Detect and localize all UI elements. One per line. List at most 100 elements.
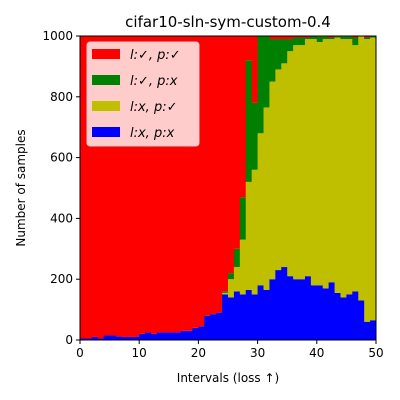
bar-segment [239,239,247,295]
bar-segment [263,36,270,108]
bar-segment [304,276,312,340]
x-tick-label: 40 [309,346,324,360]
bar-segment [310,39,318,286]
bar-segment [304,36,312,38]
bar-segment [257,36,264,134]
legend-box [86,41,200,147]
bar-segment [186,330,193,340]
bar-segment [192,36,199,328]
bar-segment [233,291,241,340]
bar-segment [322,288,330,340]
bar-segment [121,336,128,340]
bar-segment [269,36,276,40]
bar-segment [269,279,276,340]
legend-swatch [92,101,120,111]
bar-segment [204,315,211,340]
bar-segment [328,282,335,340]
bar-segment [275,39,282,70]
bar-segment [127,336,134,340]
bar-segment [275,36,282,40]
legend-label: l:x, p:x [130,126,175,141]
bar-segment [263,289,270,340]
bar-segment [370,37,377,321]
x-tick-label: 10 [132,346,147,360]
bar-segment [156,332,164,340]
bar-segment [180,36,187,331]
bar-segment [139,333,146,340]
bar-segment [370,36,377,38]
bar-segment [281,36,288,40]
bar-segment [133,336,140,340]
bar-segment [198,36,205,327]
bar-segment [346,36,353,40]
bar-segment [109,335,116,340]
bar-segment [281,267,288,340]
bar-segment [216,36,223,313]
bar-segment [228,297,235,340]
bar-segment [310,285,318,340]
bar-segment [151,333,158,340]
bar-segment [322,36,330,40]
bar-segment [316,42,324,286]
bar-segment [346,294,353,340]
legend-label: l:✓, p:✓ [130,48,181,63]
bar-segment [156,36,164,333]
bar-segment [352,37,359,46]
bar-segment [151,36,158,334]
bar-segment [352,45,359,292]
bar-segment [340,36,347,40]
bar-segment [162,36,170,333]
bar-segment [251,169,258,295]
bar-segment [91,336,99,340]
bar-segment [91,36,99,337]
bar-segment [304,39,312,277]
bar-segment [257,133,264,286]
bar-segment [239,197,247,240]
bar-segment [228,279,235,298]
bar-segment [275,270,282,340]
bar-segment [346,39,353,295]
legend-swatch [92,127,120,137]
bar-segment [121,36,128,337]
bar-segment [222,292,229,295]
bar-segment [192,327,199,340]
bar-segment [352,36,359,38]
legend-label: l:✓, p:x [130,74,178,89]
bars-group [80,36,377,340]
bar-segment [233,36,241,249]
bar-segment [85,36,93,339]
chart-title: cifar10-sln-sym-custom-0.4 [125,13,331,31]
bar-segment [287,51,294,277]
bar-segment [299,36,306,38]
bar-segment [293,37,300,46]
bar-segment [328,37,335,40]
x-tick-label: 30 [250,346,265,360]
x-tick-label: 0 [76,346,84,360]
bar-segment [222,294,229,340]
y-axis-label: Number of samples [14,129,28,246]
y-tick-label: 800 [50,90,73,104]
bar-segment [251,36,258,103]
bar-segment [364,321,371,340]
bar-segment [251,102,258,170]
y-tick-label: 200 [50,272,73,286]
bar-segment [198,326,205,340]
bar-segment [97,338,105,340]
bar-segment [293,36,300,38]
bar-segment [352,291,359,340]
y-axis: 0 200 400 600 800 1000 [42,29,80,347]
bar-segment [310,36,318,40]
bar-segment [103,335,110,340]
x-tick-label: 50 [368,346,383,360]
bar-segment [145,36,152,333]
bar-segment [210,314,217,340]
bar-segment [299,279,306,340]
bar-segment [364,37,371,40]
y-tick-label: 600 [50,151,73,165]
bar-segment [299,37,306,46]
bar-segment [80,36,87,339]
legend-swatch [92,49,120,59]
legend-swatch [92,75,120,85]
bar-segment [287,36,294,40]
